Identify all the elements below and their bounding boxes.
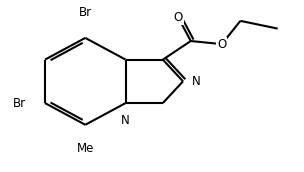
Text: Br: Br [13,96,26,110]
Text: O: O [217,38,226,51]
Text: O: O [174,11,183,24]
Text: N: N [121,114,130,127]
Text: N: N [192,75,201,88]
Text: Me: Me [77,142,94,155]
Text: Br: Br [79,6,92,19]
